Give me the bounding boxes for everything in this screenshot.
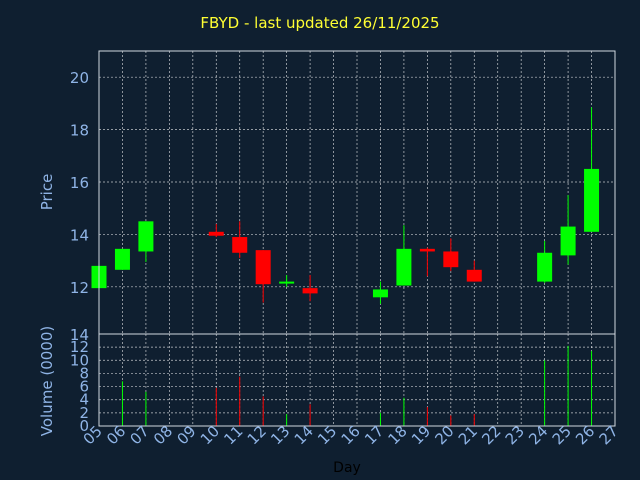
volume-tick-label: 4 xyxy=(79,391,89,409)
candle-body xyxy=(138,221,154,252)
candle-body xyxy=(302,288,318,294)
volume-axis-label: Volume (0000) xyxy=(38,326,56,436)
volume-tick-label: 12 xyxy=(70,338,89,356)
candle-body xyxy=(537,252,553,282)
volume-tick-label: 10 xyxy=(70,351,89,369)
candle-body xyxy=(208,231,224,236)
candle-body xyxy=(255,250,271,285)
candle-body xyxy=(443,251,459,268)
frame-layer xyxy=(98,50,616,427)
volume-tick-label: 8 xyxy=(79,364,89,382)
price-tick-label: 14 xyxy=(70,226,89,244)
volume-tick-label: 2 xyxy=(79,404,89,422)
volume-top-label: 14 xyxy=(70,326,89,344)
candle-body xyxy=(396,248,412,286)
candle-body xyxy=(114,248,130,270)
candle-body xyxy=(584,168,600,232)
marks-layer xyxy=(91,107,600,426)
candle-body xyxy=(419,248,435,252)
grid-layer xyxy=(99,51,615,426)
volume-tick-label: 0 xyxy=(79,417,89,435)
candle-body xyxy=(232,237,248,253)
text-layer: 1214161820024681012140506070809101112131… xyxy=(38,69,622,476)
price-tick-label: 16 xyxy=(70,174,89,192)
candle-body xyxy=(466,269,482,282)
price-tick-label: 12 xyxy=(70,279,89,297)
candle-body xyxy=(560,226,576,256)
price-axis-label: Price xyxy=(38,174,56,211)
volume-panel-frame xyxy=(98,333,616,427)
candle-body xyxy=(372,289,388,298)
x-axis-label: Day xyxy=(333,460,361,476)
price-tick-label: 18 xyxy=(70,122,89,140)
volume-tick-label: 6 xyxy=(79,378,89,396)
chart-title: FBYD - last updated 26/11/2025 xyxy=(200,14,440,32)
price-tick-label: 20 xyxy=(70,69,89,87)
candle-body xyxy=(279,281,295,284)
